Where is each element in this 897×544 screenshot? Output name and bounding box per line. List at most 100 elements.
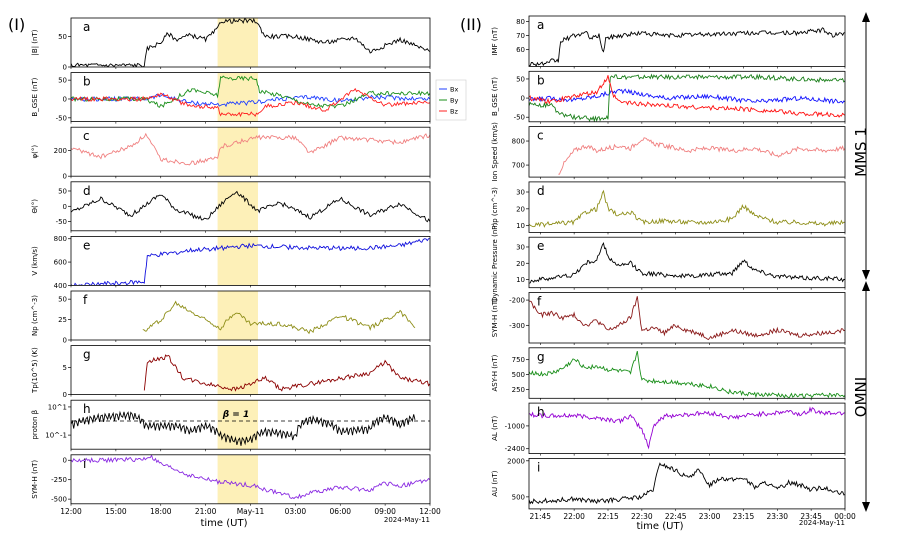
highlight-band xyxy=(217,18,258,67)
panel-0-c: 0 200 c φ(°) xyxy=(31,126,431,181)
panel-letter: f xyxy=(83,293,88,307)
panel-frame xyxy=(528,70,846,123)
highlight-band xyxy=(217,127,258,177)
beta-annotation: β = 1 xyxy=(222,410,250,420)
y-tick-label: 25 xyxy=(58,316,67,324)
y-tick-label: 0 xyxy=(63,391,67,399)
legend-entry: Bz xyxy=(450,108,458,116)
y-tick-label: 750 xyxy=(512,356,525,364)
mms-label: MMS 1 xyxy=(852,127,870,177)
x-tick-label: 09:00 xyxy=(374,507,396,516)
x-tick-label: 23:15 xyxy=(733,512,755,521)
y-tick-label: 20 xyxy=(516,260,525,268)
panel-1-b: -50 0 50 b B_GSE (nT) xyxy=(491,70,846,124)
panel-letter: e xyxy=(537,239,544,253)
group-I-label: (I) xyxy=(8,15,25,34)
series-sym-h-line xyxy=(71,454,430,500)
right-xlabel: time (UT) xyxy=(636,521,683,532)
series-v-line xyxy=(71,238,430,286)
y-axis-label: Np (cm^-3) xyxy=(31,295,39,336)
x-tick-label: 22:15 xyxy=(597,512,619,521)
x-tick-label: 22:45 xyxy=(665,512,687,521)
y-tick-label: 50 xyxy=(516,75,525,83)
y-tick-label: 50 xyxy=(58,33,67,41)
highlight-band xyxy=(217,181,258,231)
y-tick-label: -1000 xyxy=(505,422,525,430)
y-tick-label: 0 xyxy=(63,203,67,211)
y-tick-label: 0 xyxy=(521,95,525,103)
panel-letter: b xyxy=(83,75,91,89)
highlight-band xyxy=(217,236,258,286)
series-au-line xyxy=(529,462,845,505)
y-tick-label: 0 xyxy=(63,173,67,181)
x-tick-label: 06:00 xyxy=(329,507,351,516)
y-tick-label: 5 xyxy=(63,364,67,372)
y-tick-label: 10^-1 xyxy=(45,432,67,440)
series-speed-line xyxy=(558,137,845,175)
panel-frame xyxy=(528,181,846,233)
highlight-band xyxy=(217,291,258,340)
series-asy-h-line xyxy=(529,350,845,399)
series-tp-line xyxy=(143,354,430,392)
series-by-line xyxy=(529,73,845,122)
y-tick-label: 400 xyxy=(54,282,67,290)
y-tick-label: -50 xyxy=(56,114,67,122)
panel-letter: g xyxy=(83,348,91,362)
y-tick-label: -50 xyxy=(514,114,525,122)
series-np-line xyxy=(142,300,416,335)
y-tick-label: 0 xyxy=(63,337,67,345)
panel-1-h: -2400 -1000 h AL (nT) xyxy=(491,402,846,456)
y-tick-label: 500 xyxy=(512,493,525,501)
panel-letter: f xyxy=(537,295,542,309)
y-axis-label: Θ(°) xyxy=(31,199,39,214)
panel-letter: i xyxy=(537,460,540,474)
y-axis-label: Tp(10^5) (K) xyxy=(31,347,39,394)
y-tick-label: 700 xyxy=(512,162,525,170)
panel-frame xyxy=(528,126,846,178)
y-tick-label: 50 xyxy=(58,77,67,85)
x-tick-label: 15:00 xyxy=(105,507,127,516)
y-tick-label: 600 xyxy=(54,259,67,267)
x-tick-label: 21:45 xyxy=(529,512,551,521)
y-axis-label: V (km/s) xyxy=(31,246,39,276)
panel-1-e: 10 20 30 e Dynamic Pressure (nP) xyxy=(491,223,846,302)
y-axis-label: AU (nT) xyxy=(491,470,499,497)
side-brackets: MMS 1 OMNI xyxy=(852,12,870,512)
panel-letter: g xyxy=(537,350,545,364)
panel-0-h: 10^-1 10^1 h proton β xyxy=(31,399,431,452)
panel-1-a: 60 70 80 a IMF (nT) xyxy=(491,15,846,69)
panel-letter: c xyxy=(83,129,90,143)
series-sym-h-line xyxy=(529,296,845,341)
panel-1-i: 500 2000 i AU (nT) xyxy=(491,457,846,511)
legend-entry: By xyxy=(450,97,458,105)
x-tick-label: 03:00 xyxy=(285,507,307,516)
x-tick-label: 23:45 xyxy=(800,512,822,521)
y-tick-label: 70 xyxy=(516,32,525,40)
bgse-legend: Bx By Bz xyxy=(435,79,467,121)
y-axis-label: ASY-H (nT) xyxy=(491,354,499,391)
y-tick-label: 30 xyxy=(516,189,525,197)
group-II-label: (II) xyxy=(460,15,482,34)
x-tick-label: 12:00 xyxy=(419,507,441,516)
panel-letter: c xyxy=(537,129,544,143)
y-axis-label: SYM-H (nT) xyxy=(491,298,499,337)
right-date: 2024-May-11 xyxy=(799,519,845,527)
y-tick-label: -2400 xyxy=(505,445,525,453)
y-tick-label: 0 xyxy=(63,95,67,103)
panel-frame xyxy=(528,15,846,67)
panel-0-d: -50 0 50 d Θ(°) xyxy=(31,181,431,233)
y-axis-label: proton β xyxy=(31,410,39,440)
y-tick-label: 10 xyxy=(516,276,525,284)
x-tick-label: 12:00 xyxy=(60,507,82,516)
panel-frame xyxy=(528,236,846,289)
left-xlabel: time (UT) xyxy=(200,518,247,529)
panel-1-g: 250 500 750 g ASY-H (nT) xyxy=(491,347,846,401)
series---line xyxy=(71,190,430,223)
x-tick-label: 23:00 xyxy=(699,512,721,521)
x-tick-label: 00:00 xyxy=(834,512,856,521)
y-axis-label: IMF (nT) xyxy=(491,27,499,56)
y-axis-label: Ion Speed (km/s) xyxy=(491,122,499,182)
x-tick-label: 21:00 xyxy=(195,507,217,516)
